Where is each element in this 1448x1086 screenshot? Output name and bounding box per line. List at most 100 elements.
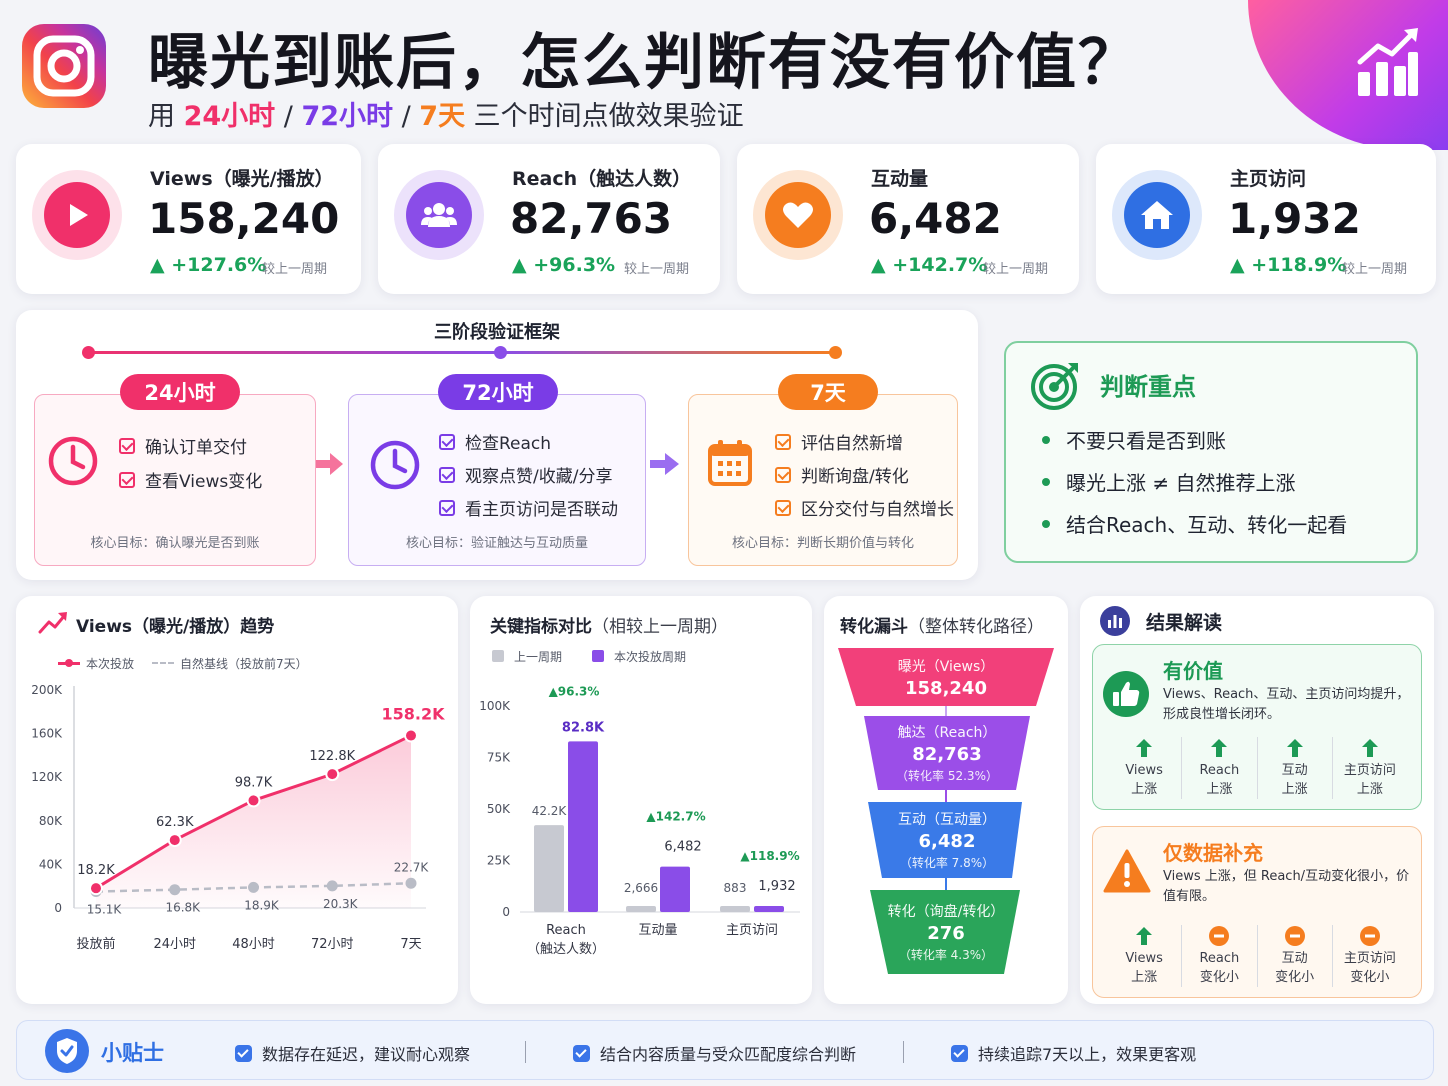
- funnel-step-shape: [864, 716, 1030, 790]
- data-point-main: [89, 881, 103, 896]
- timeline-dot: [829, 346, 842, 359]
- x-tick-label: 主页访问: [726, 923, 778, 938]
- minus-circle-icon: [1209, 926, 1230, 946]
- data-label-base: 15.1K: [87, 903, 123, 917]
- play-icon: [70, 204, 88, 226]
- y-tick-label: 75K: [487, 751, 511, 765]
- subtitle-prefix: 用: [148, 101, 184, 132]
- result-bad: 仅数据补充 Views 上涨，但 Reach/互动变化很小，价值有限。 View…: [1092, 826, 1422, 998]
- legend-base: 自然基线（投放前7天）: [180, 657, 308, 671]
- y-tick-label: 25K: [487, 854, 511, 868]
- arrow-up-icon: [1136, 927, 1153, 945]
- funnel-shapes: [838, 648, 1054, 974]
- kpi-change: ▲ +142.7%: [871, 254, 988, 276]
- minus-circle-icon: [1359, 926, 1380, 946]
- data-label-main: 122.8K: [309, 749, 355, 764]
- growth-label: ▲118.9%: [740, 849, 799, 863]
- thumbs-up-icon: [1103, 671, 1149, 717]
- timeline-dot: [494, 346, 507, 359]
- minus-circle-icon: [1284, 926, 1305, 946]
- arrow-right-icon: [650, 453, 679, 475]
- bar-prev: [534, 825, 564, 912]
- data-label-base: 22.7K: [394, 860, 430, 874]
- arrow-up-icon: [1286, 739, 1303, 757]
- funnel-title: 转化漏斗（整体转化路径）: [840, 617, 1044, 637]
- check-icon: [951, 1044, 968, 1062]
- x-tick-label: 投放前: [76, 936, 115, 952]
- checklist-item: 检查Reach: [439, 429, 551, 454]
- judge-point: 不要只看是否到账: [1042, 425, 1226, 454]
- kpi-card-views: Views（曝光/播放） 158,240 ▲ +127.6% 较上一周期: [16, 144, 361, 294]
- kpi-note: 较上一周期: [983, 262, 1049, 277]
- bar-label-current: 6,482: [664, 840, 701, 855]
- stage-24h: 确认订单交付 查看Views变化 核心目标：确认曝光是否到账: [34, 394, 316, 566]
- growth-chart-icon: [1357, 28, 1418, 96]
- y-tick-label: 200K: [31, 683, 63, 697]
- kpi-note: 较上一周期: [1342, 262, 1408, 277]
- result-bad-head: 仅数据补充: [1163, 841, 1263, 865]
- data-point-base: [248, 881, 259, 893]
- bar-current: [754, 906, 784, 912]
- checklist-item: 确认订单交付: [119, 433, 247, 458]
- result-cell: 主页访问 上涨: [1331, 737, 1407, 799]
- result-cell: Reach 变化小: [1181, 925, 1256, 987]
- clock-icon: [48, 436, 98, 486]
- growth-label: ▲96.3%: [549, 684, 600, 698]
- legend-swatch-prev: [492, 650, 504, 662]
- shield-icon: [45, 1029, 89, 1073]
- x-tick-label: 7天: [400, 937, 421, 952]
- subtitle-72h: 72小时: [301, 101, 394, 132]
- data-label-base: 16.8K: [165, 901, 201, 915]
- kpi-value: 82,763: [510, 194, 673, 243]
- funnel-step-engagement: 互动（互动量） 6,482 （转化率 7.8%）: [898, 812, 996, 870]
- bar-current: [568, 741, 598, 912]
- check-icon: [573, 1044, 590, 1062]
- bar-prev: [720, 906, 750, 912]
- kpi-icon-bg: [753, 170, 843, 260]
- checklist-item: 观察点赞/收藏/分享: [439, 462, 612, 487]
- growth-label: ▲142.7%: [646, 810, 705, 824]
- compare-title: 关键指标对比（相较上一周期）: [490, 617, 728, 637]
- kpi-note: 较上一周期: [624, 262, 690, 277]
- x-tick-label: 互动量: [638, 923, 677, 938]
- data-point-main: [325, 767, 340, 782]
- y-tick-label: 100K: [479, 699, 511, 713]
- framework-title: 三阶段验证框架: [434, 322, 560, 343]
- x-tick-label: 48小时: [232, 937, 275, 952]
- kpi-card-engagement: 互动量 6,482 ▲ +142.7% 较上一周期: [737, 144, 1079, 294]
- stage-pill-72h: 72小时: [438, 374, 558, 410]
- funnel-step-shape: [868, 802, 1022, 878]
- kpi-card-reach: Reach（触达人数） 82,763 ▲ +96.3% 较上一周期: [378, 144, 720, 294]
- checklist-item: 查看Views变化: [119, 467, 262, 492]
- warning-icon: [1103, 849, 1151, 893]
- y-tick-label: 0: [54, 901, 62, 915]
- x-tick-label: 24小时: [153, 937, 196, 952]
- data-label-base: 20.3K: [323, 897, 359, 911]
- stage-goal: 核心目标：确认曝光是否到账: [90, 536, 260, 551]
- kpi-label: 主页访问: [1230, 168, 1307, 190]
- x-tick-label: （触达人数）: [527, 942, 605, 957]
- bar-label-prev: 2,666: [624, 881, 658, 895]
- trend-up-icon: [38, 612, 67, 634]
- funnel-card: 转化漏斗（整体转化路径） 曝光（Views） 158,240 触达（Reach） 8…: [824, 596, 1068, 1004]
- data-point-main: [246, 793, 261, 808]
- stage-pill-7d: 7天: [778, 374, 878, 410]
- result-card: 结果解读 有价值 Views、Reach、互动、主页访问均提升，形成良性增长闭环…: [1080, 596, 1434, 1004]
- kpi-label: Reach（触达人数）: [512, 168, 692, 190]
- arrow-right-icon: [316, 453, 343, 475]
- funnel-step-views: 曝光（Views） 158,240: [897, 658, 995, 699]
- checklist-item: 区分交付与自然增长: [775, 495, 954, 520]
- judge-card: 判断重点 不要只看是否到账 曝光上涨 ≠ 自然推荐上涨 结合Reach、互动、转…: [1004, 341, 1418, 563]
- trend-chart: 0 40K 80K 120K 160K 200K 15.1K 16.8K 18.9K 20.3K 2…: [31, 683, 445, 952]
- y-tick-label: 160K: [31, 727, 63, 741]
- kpi-value: 6,482: [869, 194, 1002, 243]
- data-label-main: 18.2K: [77, 863, 115, 878]
- subtitle-7d: 7天: [419, 101, 466, 132]
- framework-card: 三阶段验证框架 确认订单交付 查看Views变化 核心目标：确认曝光是否到账 2…: [16, 310, 978, 580]
- checklist-item: 评估自然新增: [775, 429, 903, 454]
- result-good-row: Views 上涨 Reach 上涨 互动 上涨 主页访问 上涨: [1107, 737, 1407, 799]
- legend-swatch-curr: [592, 650, 604, 662]
- stage-pill-24h: 24小时: [120, 374, 240, 410]
- kpi-card-profile-visits: 主页访问 1,932 ▲ +118.9% 较上一周期: [1096, 144, 1436, 294]
- stage-goal: 核心目标：判断长期价值与转化: [731, 536, 914, 551]
